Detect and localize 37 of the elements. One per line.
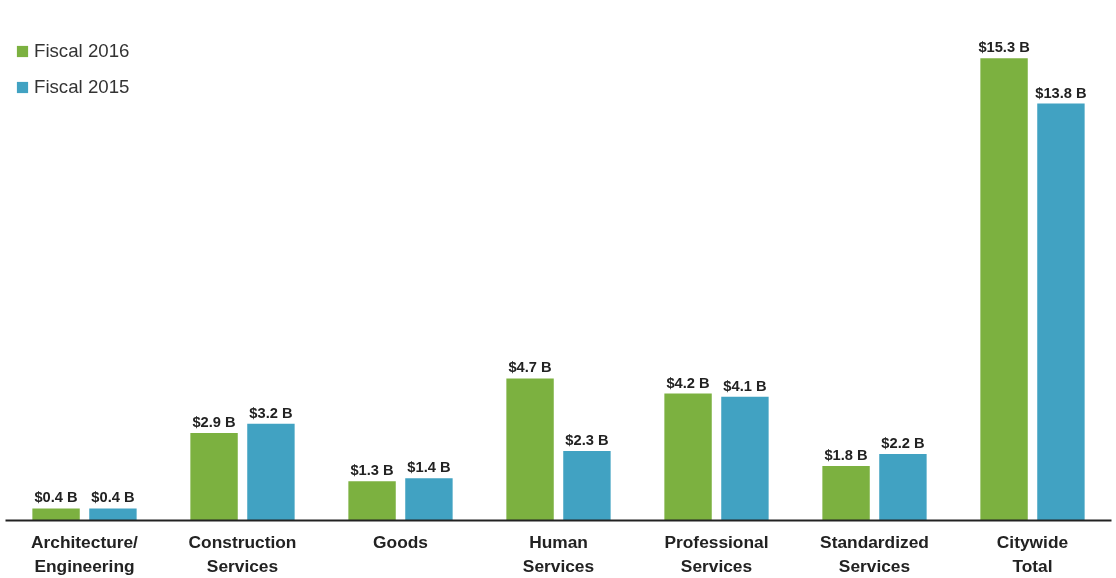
bar	[563, 451, 611, 521]
bar	[506, 378, 554, 521]
data-label: $13.8 B	[1035, 84, 1087, 101]
data-label: $4.7 B	[508, 359, 552, 376]
data-label: $2.3 B	[565, 432, 609, 449]
bar	[822, 466, 870, 521]
bar	[879, 454, 927, 521]
data-label: $2.2 B	[881, 435, 925, 452]
data-label: $1.8 B	[824, 447, 868, 464]
data-label: $4.1 B	[723, 377, 767, 394]
bar	[980, 58, 1028, 521]
bar	[89, 508, 137, 521]
x-tick-label: Architecture/ Engineering	[31, 531, 139, 576]
data-label: $0.4 B	[34, 489, 78, 506]
x-tick-label: Construction Services	[188, 531, 297, 576]
x-tick-label: Human Services	[522, 531, 595, 576]
bar	[405, 478, 453, 521]
data-label: $1.3 B	[350, 462, 394, 479]
data-label: $0.4 B	[91, 489, 135, 506]
data-label: $4.2 B	[666, 374, 710, 391]
data-label: $3.2 B	[249, 404, 293, 421]
data-label: $15.3 B	[978, 39, 1030, 56]
bar	[348, 481, 396, 521]
bar	[32, 508, 80, 521]
legend-label: Fiscal 2016	[34, 40, 130, 62]
x-tick-label: Goods	[373, 531, 428, 552]
bar	[664, 393, 712, 521]
bar	[721, 396, 769, 521]
bar	[1037, 103, 1085, 521]
x-tick-label: Citywide Total	[996, 531, 1069, 576]
legend-label: Fiscal 2015	[34, 76, 130, 98]
x-tick-label: Professional Services	[664, 531, 769, 576]
bar	[190, 432, 238, 521]
bar	[247, 423, 295, 521]
data-label: $2.9 B	[192, 413, 236, 430]
data-label: $1.4 B	[407, 459, 451, 476]
x-tick-label: Standardized Services	[820, 531, 929, 576]
